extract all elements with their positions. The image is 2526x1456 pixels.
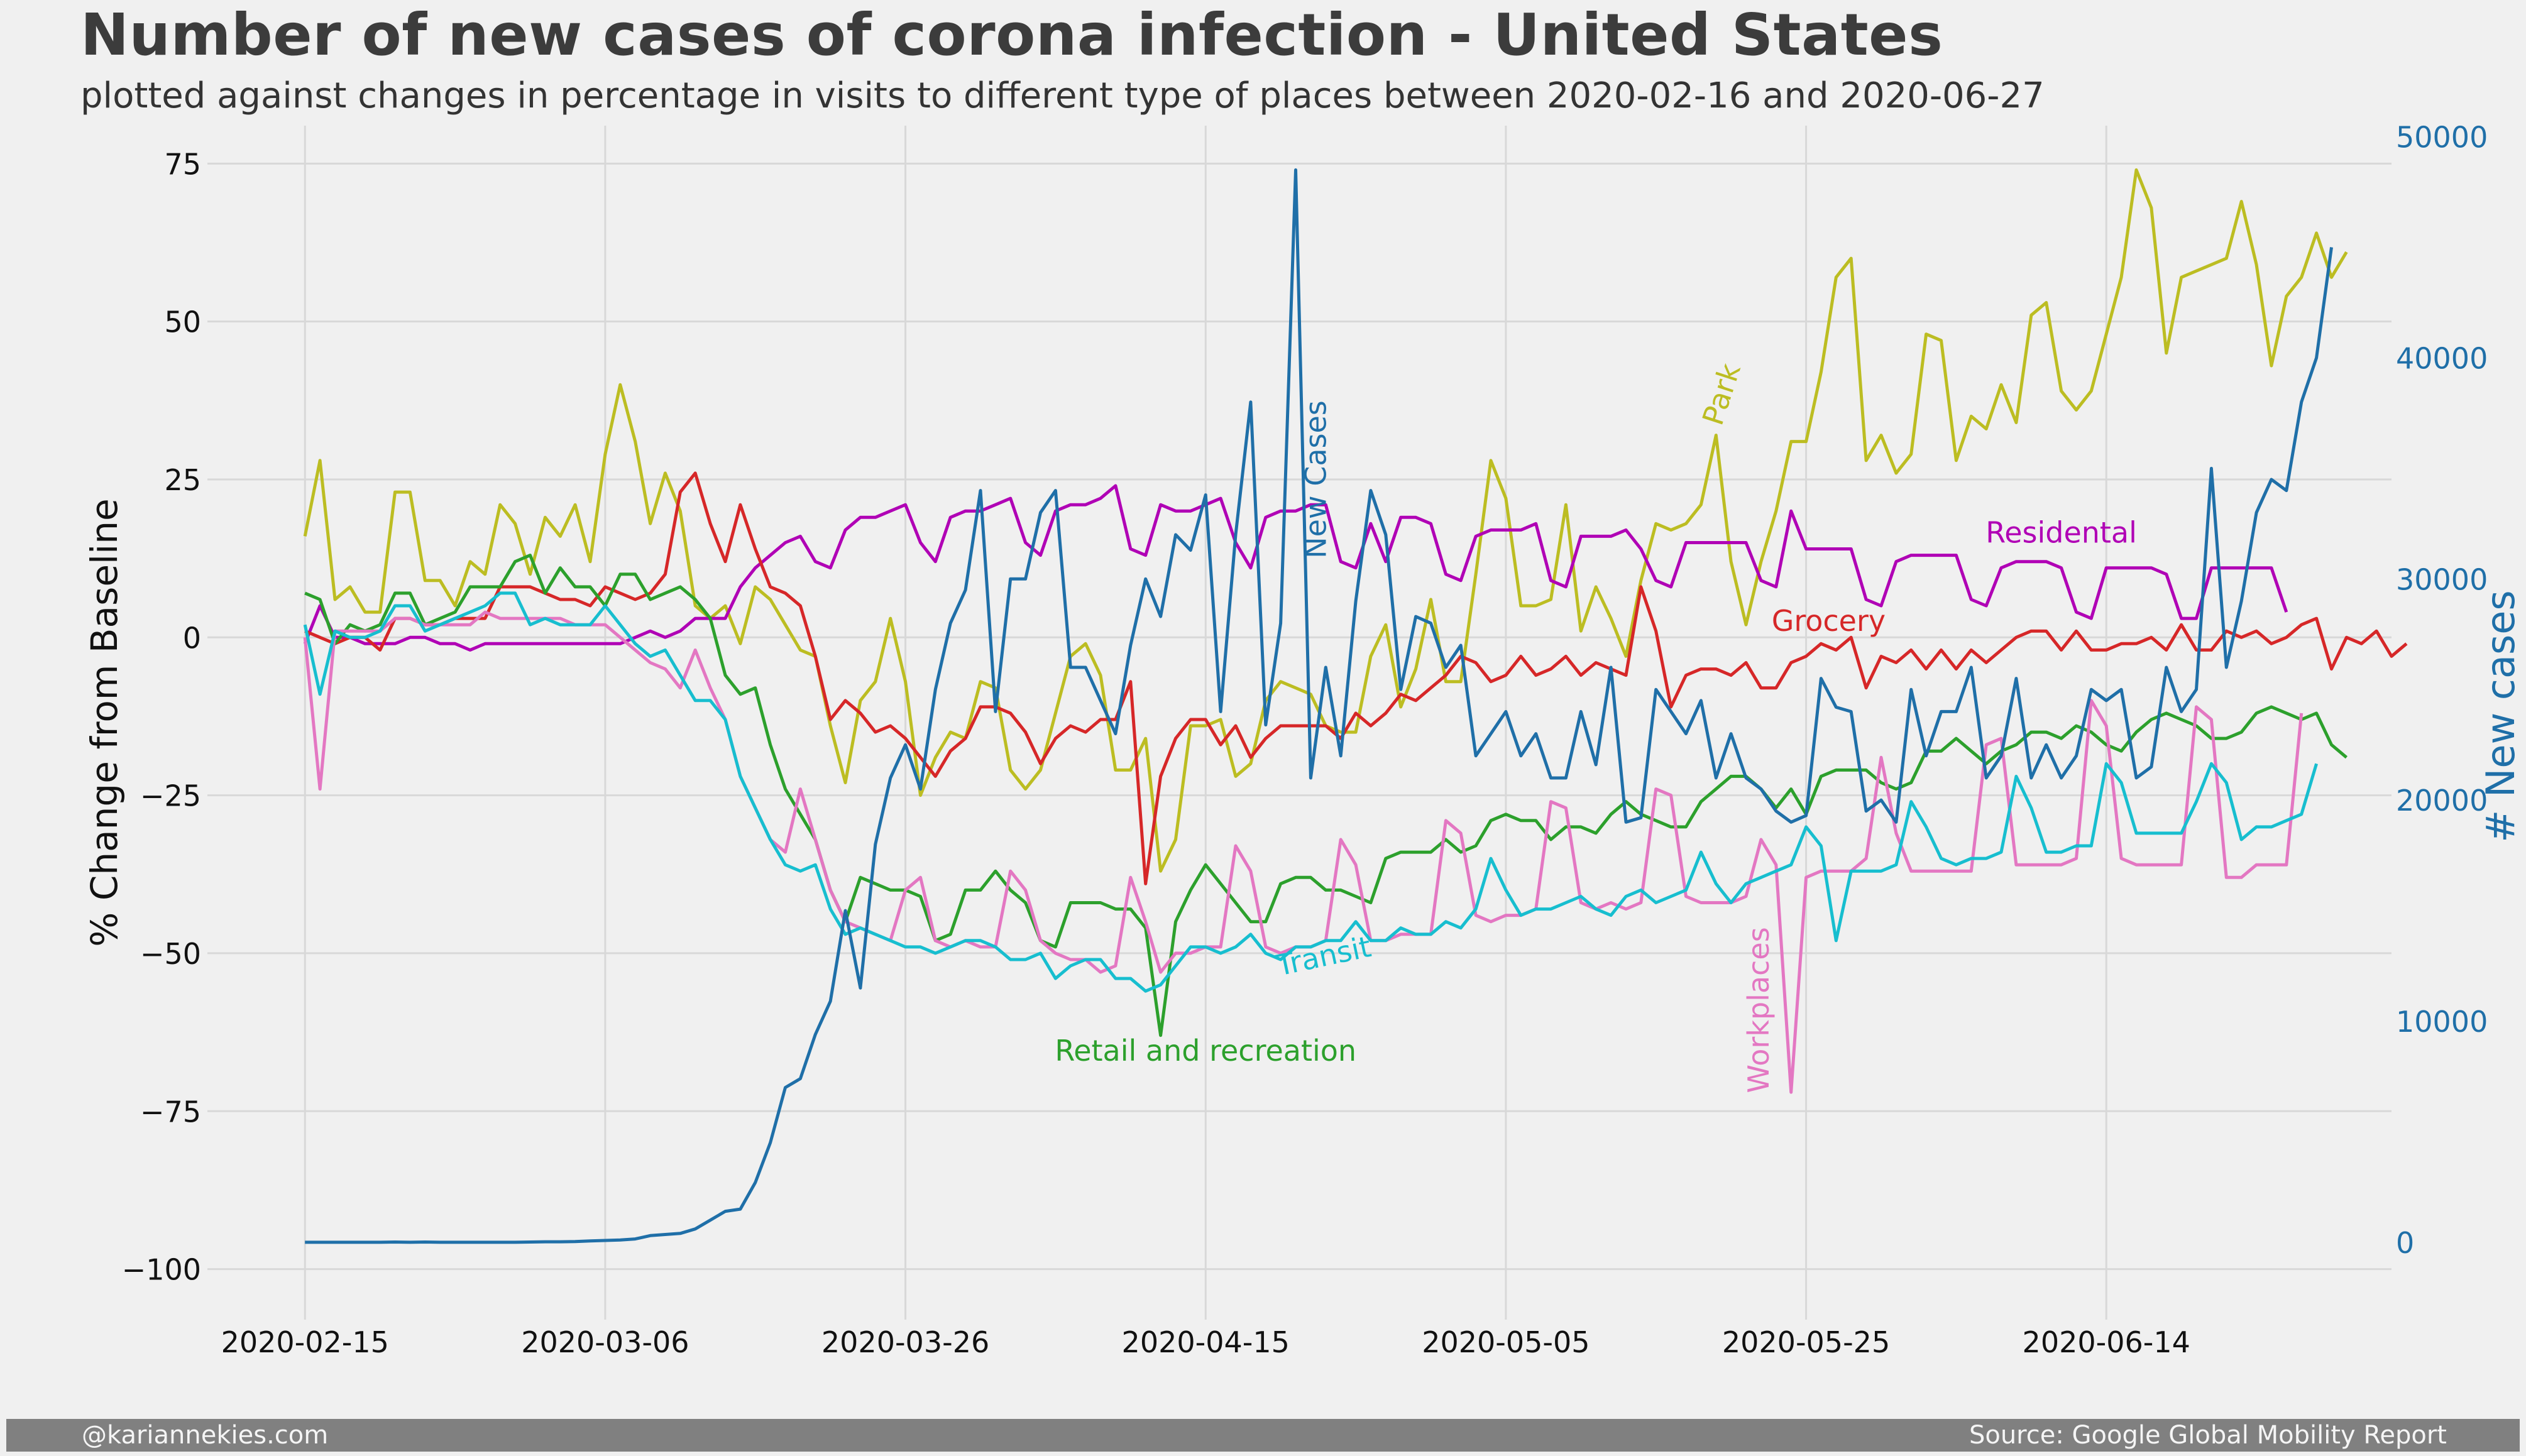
chart-title: Number of new cases of corona infection … bbox=[80, 1, 1943, 68]
annotation-new-cases: New Cases bbox=[1299, 400, 1332, 559]
y-right-tick-label: 40000 bbox=[2396, 341, 2488, 375]
footer-source: Source: Google Global Mobility Report bbox=[1969, 1421, 2447, 1450]
y-right-tick-label: 10000 bbox=[2396, 1005, 2488, 1039]
footer-bar: @kariannekies.com Source: Google Global … bbox=[6, 1419, 2520, 1452]
x-tick-label: 2020-05-25 bbox=[1722, 1325, 1890, 1359]
footer-credit: @kariannekies.com bbox=[82, 1421, 329, 1450]
x-tick-label: 2020-03-06 bbox=[521, 1325, 689, 1359]
series-line-residential bbox=[303, 484, 2288, 652]
annotation-grocery: Grocery bbox=[1772, 604, 1886, 638]
axes: −100 −75 −50 −25 0 25 50 75 2020-02-15 2020-03-06… bbox=[83, 121, 2523, 1359]
annotation-transit: Transit bbox=[1273, 929, 1374, 983]
y-tick-label: 0 bbox=[183, 621, 201, 655]
y-tick-label: −100 bbox=[122, 1253, 201, 1287]
y-right-tick-label: 50000 bbox=[2396, 121, 2488, 155]
series-line-transit bbox=[303, 591, 2318, 993]
x-tick-label: 2020-02-15 bbox=[221, 1325, 389, 1359]
series-line-retail bbox=[304, 554, 2348, 1037]
y-right-axis-label: # New cases bbox=[2478, 590, 2523, 842]
y-right-tick-label: 20000 bbox=[2396, 784, 2488, 818]
y-tick-label: −75 bbox=[140, 1095, 201, 1129]
series-lines bbox=[303, 168, 2408, 1244]
y-tick-label: 75 bbox=[164, 147, 201, 181]
x-tick-label: 2020-06-14 bbox=[2023, 1325, 2190, 1359]
line-chart: −100 −75 −50 −25 0 25 50 75 2020-02-15 2020-03-06… bbox=[83, 121, 2523, 1359]
y-tick-label: −25 bbox=[140, 779, 201, 813]
series-line-new-cases bbox=[305, 168, 2333, 1244]
y-tick-label: 50 bbox=[164, 305, 201, 339]
y-tick-label: 25 bbox=[164, 463, 201, 497]
chart-subtitle: plotted against changes in percentage in… bbox=[80, 75, 2045, 116]
y-axis-label: % Change from Baseline bbox=[83, 498, 126, 946]
y-tick-label: −50 bbox=[140, 937, 201, 971]
annotation-park: Park bbox=[1696, 359, 1747, 429]
x-tick-label: 2020-04-15 bbox=[1122, 1325, 1290, 1359]
annotation-retail: Retail and recreation bbox=[1055, 1034, 1356, 1068]
y-right-tick-label: 30000 bbox=[2396, 562, 2488, 596]
annotation-workplaces: Workplaces bbox=[1742, 927, 1776, 1093]
x-tick-label: 2020-05-05 bbox=[1422, 1325, 1590, 1359]
annotation-residential: Residental bbox=[1985, 516, 2137, 550]
x-tick-label: 2020-03-26 bbox=[821, 1325, 989, 1359]
y-right-tick-label: 0 bbox=[2396, 1226, 2414, 1260]
series-line-grocery bbox=[304, 471, 2408, 885]
series-annotations: New Cases Park Residental Grocery Retail and… bbox=[1055, 359, 2137, 1093]
